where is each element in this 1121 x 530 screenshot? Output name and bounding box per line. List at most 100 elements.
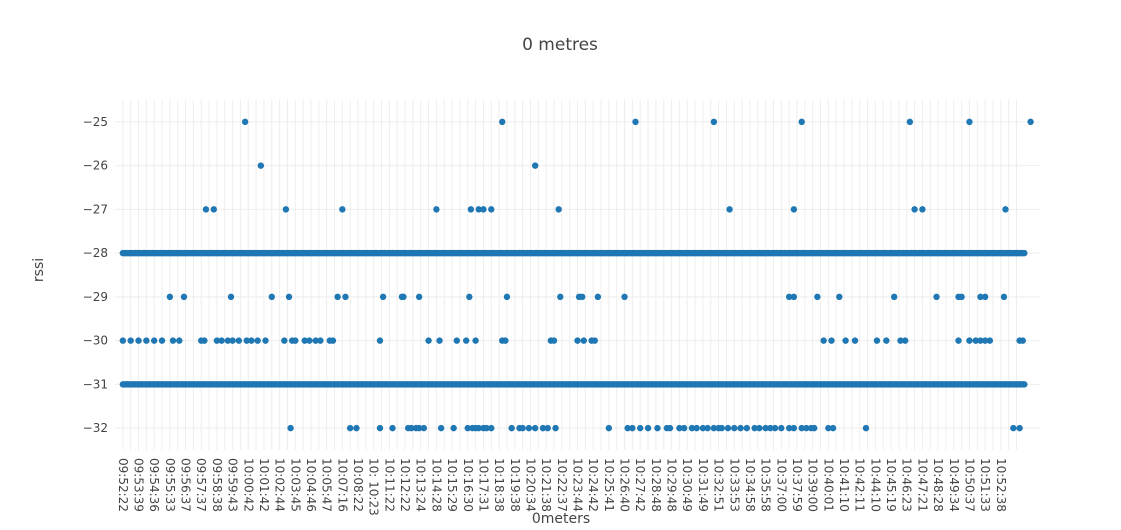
data-point: [180, 293, 188, 301]
data-point: [312, 337, 319, 344]
y-tick-label: −28: [83, 246, 108, 260]
data-point: [462, 337, 470, 344]
x-tick-label: 10:23:44: [571, 458, 585, 512]
data-point: [785, 293, 793, 301]
data-point: [201, 337, 208, 344]
y-tick-label: −27: [83, 202, 108, 216]
y-tick-label: −30: [83, 334, 108, 348]
data-point: [718, 424, 725, 432]
data-point: [785, 424, 793, 432]
data-point: [433, 206, 440, 213]
data-point: [803, 424, 810, 432]
data-point: [820, 337, 827, 344]
x-tick-labels: 09:52:22 09:53:39 09:54:36 09:55:33 09:56:37…: [116, 458, 1008, 516]
data-point: [580, 337, 587, 344]
data-point: [555, 206, 562, 213]
data-point: [873, 337, 881, 344]
x-tick-label: 10:32:51: [712, 458, 726, 512]
data-point: [594, 293, 602, 301]
x-tick-label: 10:18:38: [492, 458, 506, 512]
data-point: [798, 424, 805, 432]
data-point: [710, 118, 718, 126]
data-point: [771, 424, 779, 432]
data-point: [301, 337, 308, 344]
data-point: [466, 293, 473, 301]
x-tick-label: 10:51:33: [978, 458, 992, 512]
x-tick-label: 10:12:22: [398, 458, 412, 512]
x-tick-label: 10:03:45: [288, 458, 302, 512]
x-tick-label: 10:45:19: [884, 458, 898, 512]
x-tick-label: 10:00:42: [241, 458, 255, 512]
data-point: [751, 424, 758, 432]
data-point: [353, 424, 360, 432]
data-point: [453, 337, 460, 344]
data-point: [756, 424, 763, 432]
x-tick-label: 10:37:00: [774, 458, 788, 512]
data-point: [420, 424, 428, 432]
y-tick-label: −29: [83, 290, 108, 304]
x-tick-label: 10:14:28: [429, 458, 443, 512]
data-point: [676, 424, 683, 432]
data-point: [901, 337, 909, 344]
data-point: [890, 293, 898, 301]
data-point: [981, 337, 989, 344]
data-point: [829, 424, 837, 432]
data-point: [202, 206, 210, 213]
x-tick-label: 10:35:58: [759, 458, 773, 512]
data-point: [467, 206, 475, 213]
data-point: [241, 118, 249, 126]
x-tick-label: 10:49:34: [947, 458, 961, 512]
data-point: [726, 206, 733, 213]
x-tick-label: 10:39:00: [806, 458, 820, 512]
data-point: [475, 206, 482, 213]
data-point: [911, 206, 918, 213]
data-point: [143, 337, 150, 344]
data-point: [135, 337, 142, 344]
data-point: [1000, 293, 1008, 301]
x-tick-label: 10:26:40: [618, 458, 632, 512]
data-point: [329, 337, 337, 344]
data-point: [400, 293, 407, 301]
data-point: [981, 293, 989, 301]
data-point: [227, 293, 235, 301]
data-point: [408, 424, 415, 432]
data-point: [292, 337, 299, 344]
data-point: [531, 162, 539, 169]
x-tick-label: 10:42:11: [853, 458, 867, 512]
x-tick-label: 10:28:48: [649, 458, 663, 512]
x-tick-label: 09:57:37: [194, 458, 208, 512]
data-point: [503, 293, 511, 301]
data-point: [1027, 118, 1034, 126]
x-tick-label: 10:29:48: [665, 458, 679, 512]
data-point: [376, 337, 384, 344]
x-tick-label: 10:15:29: [445, 458, 459, 512]
data-point: [574, 337, 581, 344]
data-point: [248, 337, 255, 344]
data-point: [262, 337, 269, 344]
data-point: [680, 424, 688, 432]
data-point: [704, 424, 711, 432]
data-points: [119, 118, 1034, 432]
x-tick-label: 10:47:21: [915, 458, 929, 512]
data-point: [425, 337, 432, 344]
x-tick-label: 10:46:23: [900, 458, 914, 512]
data-point: [450, 424, 457, 432]
x-tick-label: 09:52:22: [116, 458, 130, 512]
data-point: [767, 424, 774, 432]
data-point: [699, 424, 707, 432]
data-point: [282, 206, 290, 213]
data-point: [376, 424, 384, 432]
data-point: [539, 424, 547, 432]
data-point: [933, 293, 940, 301]
data-point: [488, 424, 495, 432]
data-point: [287, 424, 294, 432]
data-point: [836, 293, 843, 301]
data-point: [150, 337, 158, 344]
data-point: [906, 118, 914, 126]
y-tick-label: −25: [83, 115, 108, 129]
data-point: [317, 337, 324, 344]
data-point: [483, 424, 490, 432]
chart-title: 0 metres: [522, 35, 598, 55]
data-point: [637, 424, 644, 432]
